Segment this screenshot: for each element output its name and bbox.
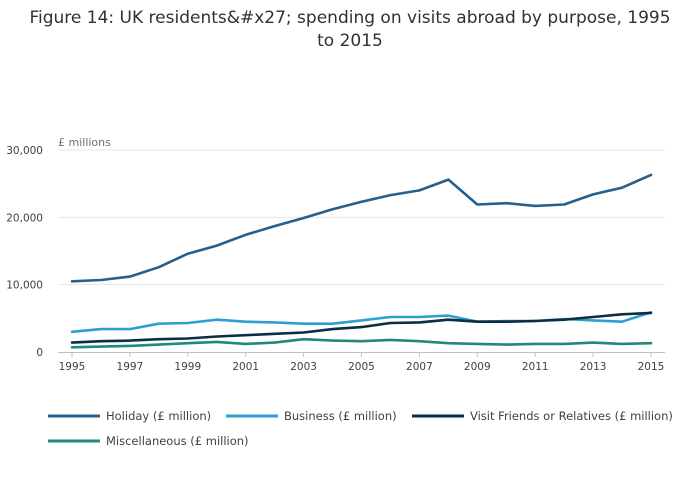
x-tick-label: 2011: [522, 361, 549, 373]
y-tick-label: 30,000: [6, 145, 43, 157]
y-tick-label: 20,000: [6, 212, 43, 224]
x-tick-label: 2013: [580, 361, 607, 373]
series-line-3: [70, 311, 653, 344]
x-tick-label: 2005: [348, 361, 375, 373]
legend-label[interactable]: Holiday (£ million): [106, 409, 211, 423]
x-tick-label: 1997: [117, 361, 144, 373]
series-line-1: [70, 173, 653, 283]
x-tick-label: 2003: [290, 361, 317, 373]
chart-title: Figure 14: UK residents&#x27; spending o…: [29, 8, 671, 51]
x-tick-label: 2001: [232, 361, 259, 373]
x-tick-label: 2007: [406, 361, 433, 373]
legend-label[interactable]: Visit Friends or Relatives (£ million): [470, 409, 673, 423]
series-line-2: [70, 310, 653, 334]
y-tick-label: 10,000: [6, 280, 43, 292]
legend-label[interactable]: Business (£ million): [284, 409, 397, 423]
x-tick-label: 1995: [59, 361, 86, 373]
x-tick-label: 2015: [638, 361, 665, 373]
x-tick-label: 1999: [174, 361, 201, 373]
legend-label[interactable]: Miscellaneous (£ million): [106, 434, 249, 448]
series-line-4: [70, 337, 653, 349]
y-axis-label: £ millions: [58, 136, 111, 149]
x-tick-label: 2009: [464, 361, 491, 373]
y-tick-label: 0: [36, 347, 43, 359]
